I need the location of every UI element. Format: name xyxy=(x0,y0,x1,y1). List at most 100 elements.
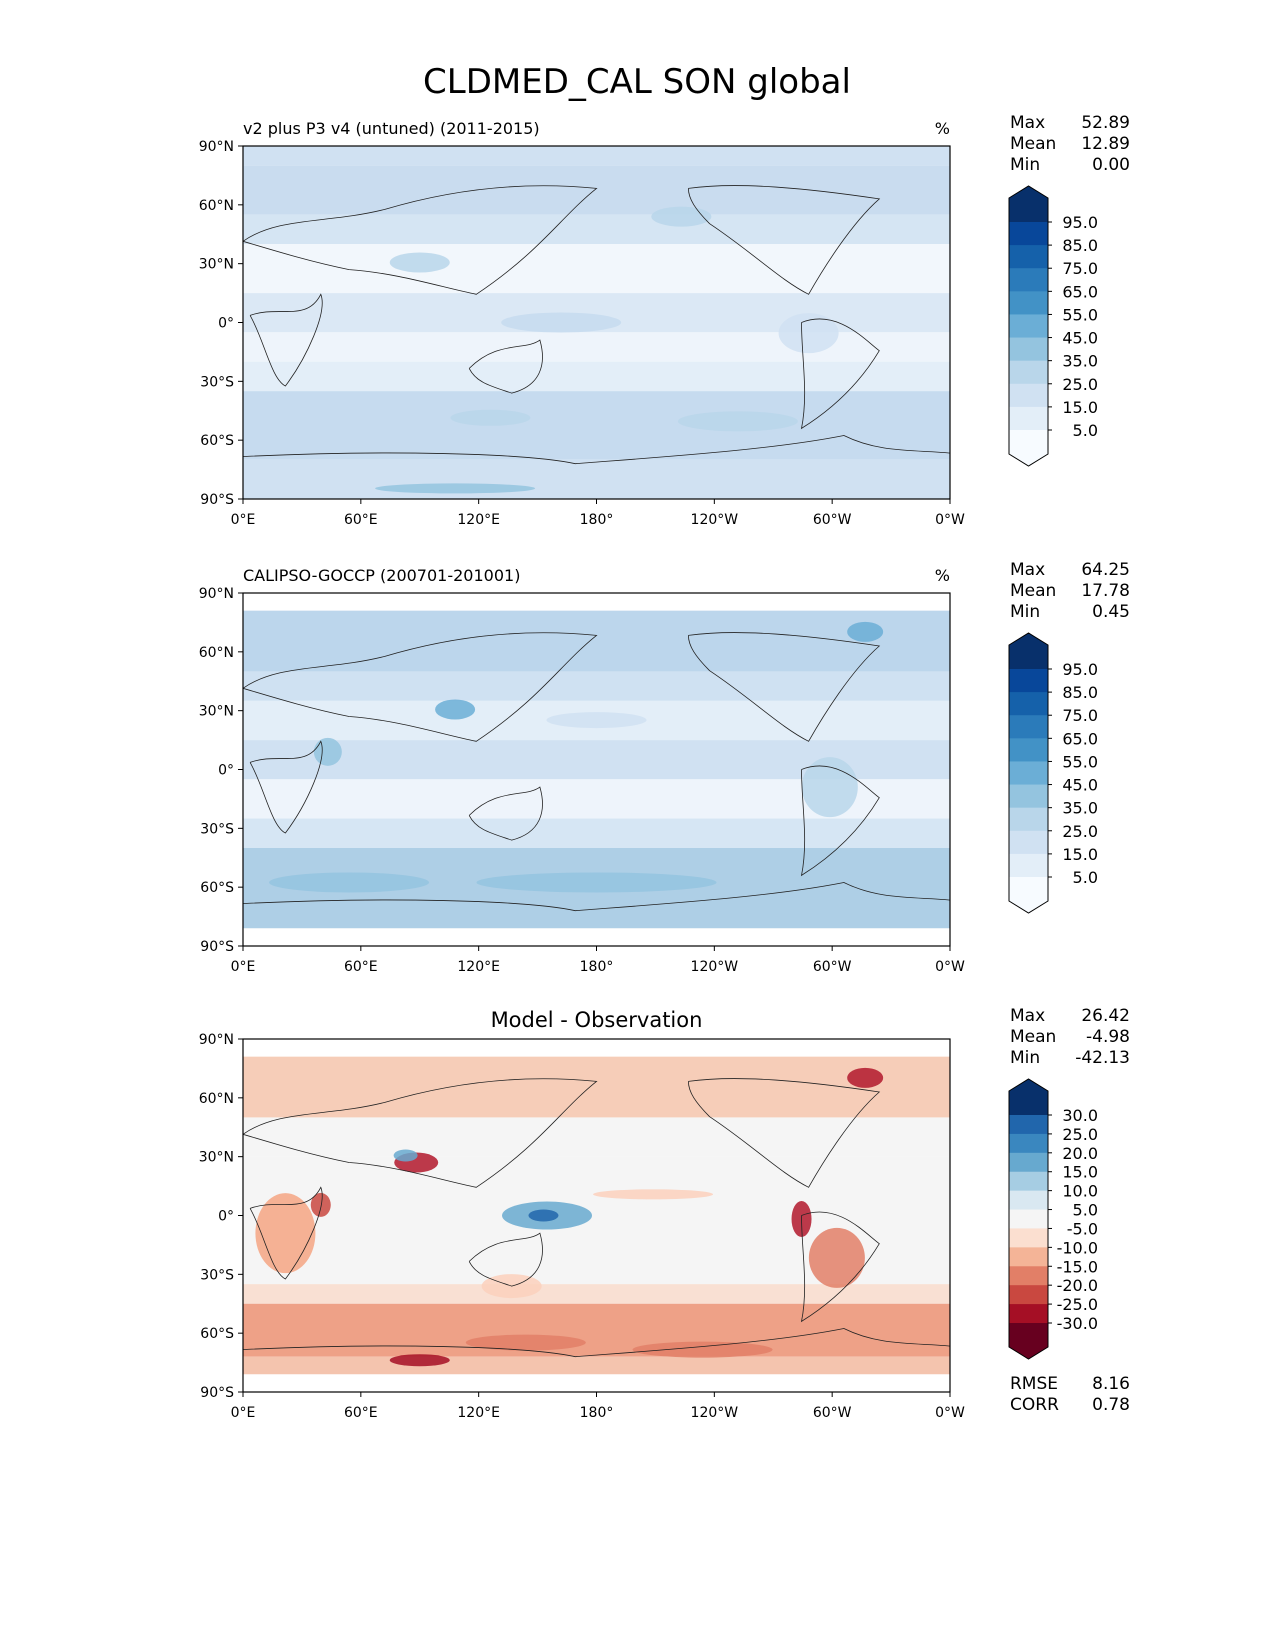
coastline xyxy=(242,1078,598,1188)
colorbar-segment xyxy=(1009,268,1048,292)
x-tick-label: 120°W xyxy=(691,959,739,975)
field-band xyxy=(243,593,950,611)
y-tick-label: 0° xyxy=(218,1209,234,1225)
field-feature xyxy=(847,621,884,642)
field-feature xyxy=(435,699,476,720)
colorbar-segment xyxy=(1009,715,1048,739)
coastline xyxy=(249,740,323,834)
colorbar-segment xyxy=(1009,1115,1048,1135)
field-band xyxy=(243,1374,950,1392)
field-feature xyxy=(593,1189,714,1200)
colorbar-segment xyxy=(1009,1266,1048,1286)
colorbar-tick-label: 5.0 xyxy=(1073,1201,1098,1220)
coastline xyxy=(242,435,951,465)
colorbar-segment xyxy=(1009,314,1048,339)
colorbar: 30.025.020.015.010.05.0-5.0-10.0-15.0-20… xyxy=(1008,1078,1098,1360)
colorbar-segment xyxy=(1009,830,1048,855)
field-feature xyxy=(632,1341,773,1358)
x-tick-label: 180° xyxy=(580,959,614,975)
y-tick-label: 90°S xyxy=(200,939,234,955)
field-band xyxy=(243,1303,950,1357)
colorbar-segment xyxy=(1009,1304,1048,1324)
field-feature xyxy=(847,1067,884,1088)
coastline xyxy=(242,1328,951,1358)
colorbar-tick-label: 25.0 xyxy=(1062,822,1098,841)
colorbar-extend-min xyxy=(1009,877,1048,913)
colorbar-segment xyxy=(1009,1228,1048,1248)
x-tick-label: 60°W xyxy=(813,1405,852,1421)
colorbar-tick-label: 20.0 xyxy=(1062,1144,1098,1163)
field-feature xyxy=(389,1354,450,1367)
stat-value: -4.98 xyxy=(1086,1027,1130,1047)
stat-label: Min xyxy=(1010,602,1040,622)
x-tick-label: 180° xyxy=(580,512,614,528)
stat-value: 12.89 xyxy=(1081,134,1130,154)
colorbar-tick-label: 95.0 xyxy=(1062,660,1098,679)
field-feature xyxy=(375,483,536,494)
field-band xyxy=(243,671,950,701)
field-feature xyxy=(651,206,712,227)
colorbar-segment xyxy=(1009,360,1048,385)
stat-label: CORR xyxy=(1010,1395,1059,1415)
y-tick-label: 0° xyxy=(218,316,234,332)
colorbar-tick-label: 75.0 xyxy=(1062,259,1098,278)
y-tick-label: 60°S xyxy=(200,433,234,449)
field-band xyxy=(243,214,950,245)
colorbar-segment xyxy=(1009,1190,1048,1211)
x-tick-label: 60°W xyxy=(813,512,852,528)
field-band xyxy=(243,361,950,392)
colorbar-tick-label: 25.0 xyxy=(1062,1125,1098,1144)
y-tick-label: 30°N xyxy=(199,1150,234,1166)
colorbar-segment xyxy=(1009,1152,1048,1173)
y-tick-label: 0° xyxy=(218,763,234,779)
field-feature xyxy=(465,1334,586,1351)
stat-value: 0.78 xyxy=(1092,1395,1130,1415)
coastline xyxy=(249,1186,323,1280)
colorbar-tick-label: 95.0 xyxy=(1062,213,1098,232)
y-tick-label: 90°S xyxy=(200,1385,234,1401)
field-feature xyxy=(501,312,622,333)
coastline xyxy=(688,185,881,295)
y-tick-label: 30°S xyxy=(200,821,234,837)
stat-label: Mean xyxy=(1010,581,1056,601)
field-band xyxy=(243,165,950,215)
stat-label: Mean xyxy=(1010,134,1056,154)
y-tick-label: 60°N xyxy=(199,1091,234,1107)
colorbar-segment xyxy=(1009,1133,1048,1154)
stat-label: Max xyxy=(1010,113,1045,133)
colorbar-tick-label: 85.0 xyxy=(1062,683,1098,702)
colorbar-tick-label: 55.0 xyxy=(1062,752,1098,771)
colorbar-tick-label: 15.0 xyxy=(1062,398,1098,417)
y-tick-label: 90°N xyxy=(199,139,234,155)
colorbar-segment xyxy=(1009,406,1048,431)
units-label: % xyxy=(935,119,950,138)
figure-title: CLDMED_CAL SON global xyxy=(423,62,851,102)
stat-value: 17.78 xyxy=(1081,581,1130,601)
colorbar-tick-label: 45.0 xyxy=(1062,329,1098,348)
field-feature xyxy=(801,757,858,818)
colorbar-segment xyxy=(1009,1285,1048,1305)
colorbar-tick-label: -5.0 xyxy=(1067,1219,1098,1238)
x-tick-label: 60°E xyxy=(344,512,378,528)
stat-label: Mean xyxy=(1010,1027,1056,1047)
field-feature xyxy=(269,872,430,893)
field-feature xyxy=(450,409,531,426)
y-tick-label: 90°N xyxy=(199,1032,234,1048)
x-tick-label: 120°E xyxy=(457,512,500,528)
colorbar-outline xyxy=(1008,632,1049,914)
colorbar-tick-label: -25.0 xyxy=(1057,1295,1098,1314)
colorbar-segment xyxy=(1009,1247,1048,1267)
colorbar-tick-label: 10.0 xyxy=(1062,1182,1098,1201)
field-band xyxy=(243,146,950,166)
map-panel-1: 90°N 60°N 30°N 0° 30°S 60°S 90°S 0°E 60°E 120°E 18… xyxy=(199,113,1130,528)
x-tick-label: 60°W xyxy=(813,959,852,975)
coastline xyxy=(800,318,880,430)
colorbar-tick-label: 35.0 xyxy=(1062,352,1098,371)
colorbar-segment xyxy=(1009,738,1048,762)
stat-value: 26.42 xyxy=(1081,1006,1130,1026)
colorbar-segment xyxy=(1009,784,1048,809)
field-feature xyxy=(255,1193,316,1274)
stat-label: Min xyxy=(1010,155,1040,175)
coastline xyxy=(249,293,323,387)
panel-title: v2 plus P3 v4 (untuned) (2011-2015) xyxy=(243,119,540,138)
